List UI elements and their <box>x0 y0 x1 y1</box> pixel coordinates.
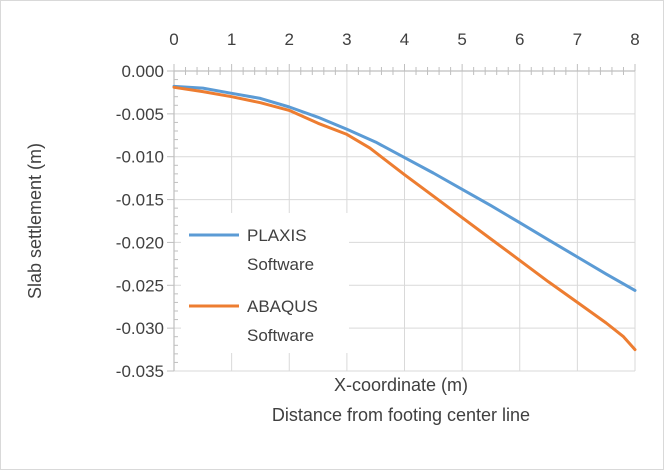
axes <box>167 64 636 372</box>
y-tick-label: -0.020 <box>116 233 164 252</box>
x-tick-label: 1 <box>227 30 236 49</box>
y-tick-label: -0.015 <box>116 191 164 210</box>
series-line-plaxis <box>172 84 637 292</box>
x-tick-label: 0 <box>169 30 178 49</box>
y-axis-title: Slab settlement (m) <box>25 143 45 299</box>
legend: PLAXIS Software ABAQUS Software <box>181 213 349 353</box>
y-tick-label: 0.000 <box>121 62 164 81</box>
series-lines <box>172 84 637 352</box>
y-tick-label: -0.005 <box>116 105 164 124</box>
x-axis-subtitle: Distance from footing center line <box>272 405 530 425</box>
y-tick-label: -0.025 <box>116 276 164 295</box>
x-tick-label: 8 <box>630 30 639 49</box>
x-tick-label: 7 <box>573 30 582 49</box>
x-tick-label: 6 <box>515 30 524 49</box>
legend-label-plaxis-line2: Software <box>247 255 314 274</box>
x-tick-label: 5 <box>457 30 466 49</box>
series-line-abaqus <box>172 85 637 352</box>
x-tick-label: 3 <box>342 30 351 49</box>
y-tick-label: -0.010 <box>116 148 164 167</box>
legend-label-abaqus-line2: Software <box>247 326 314 345</box>
x-tick-label: 2 <box>285 30 294 49</box>
x-tick-label: 4 <box>400 30 409 49</box>
legend-label-plaxis-line1: PLAXIS <box>247 226 307 245</box>
x-axis-title: X-coordinate (m) <box>334 375 468 395</box>
tick-labels: 0.000 -0.005 -0.010 -0.015 -0.020 -0.025 -0.03… <box>116 30 640 381</box>
y-tick-label: -0.035 <box>116 362 164 381</box>
legend-label-abaqus-line1: ABAQUS <box>247 297 318 316</box>
y-tick-label: -0.030 <box>116 319 164 338</box>
